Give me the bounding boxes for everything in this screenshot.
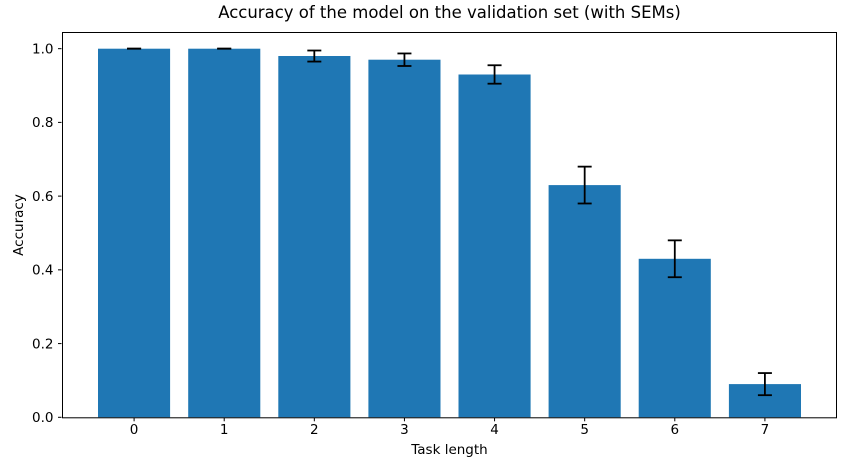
x-tick-label: 2 <box>310 422 319 438</box>
bar <box>548 185 621 418</box>
y-tick-label: 1.0 <box>32 41 53 57</box>
x-tick-label: 6 <box>670 422 679 438</box>
x-tick-label: 7 <box>761 422 770 438</box>
bar <box>278 56 351 418</box>
bar <box>638 258 711 418</box>
bar <box>368 59 441 418</box>
bar <box>98 48 171 418</box>
y-tick-label: 0.6 <box>32 189 53 205</box>
bar <box>458 74 531 418</box>
y-tick-label: 0.8 <box>32 115 53 131</box>
chart-title: Accuracy of the model on the validation … <box>218 3 681 22</box>
bar <box>188 48 261 418</box>
y-tick-label: 0.2 <box>32 336 53 352</box>
x-tick-label: 4 <box>490 422 499 438</box>
y-tick-label: 0.0 <box>32 410 53 426</box>
plot-border <box>62 32 837 419</box>
x-axis-label: Task length <box>411 442 488 458</box>
x-tick-label: 0 <box>130 422 139 438</box>
x-tick-label: 1 <box>220 422 229 438</box>
x-tick-label: 5 <box>580 422 589 438</box>
x-tick-label: 3 <box>400 422 409 438</box>
y-tick-label: 0.4 <box>32 263 53 279</box>
